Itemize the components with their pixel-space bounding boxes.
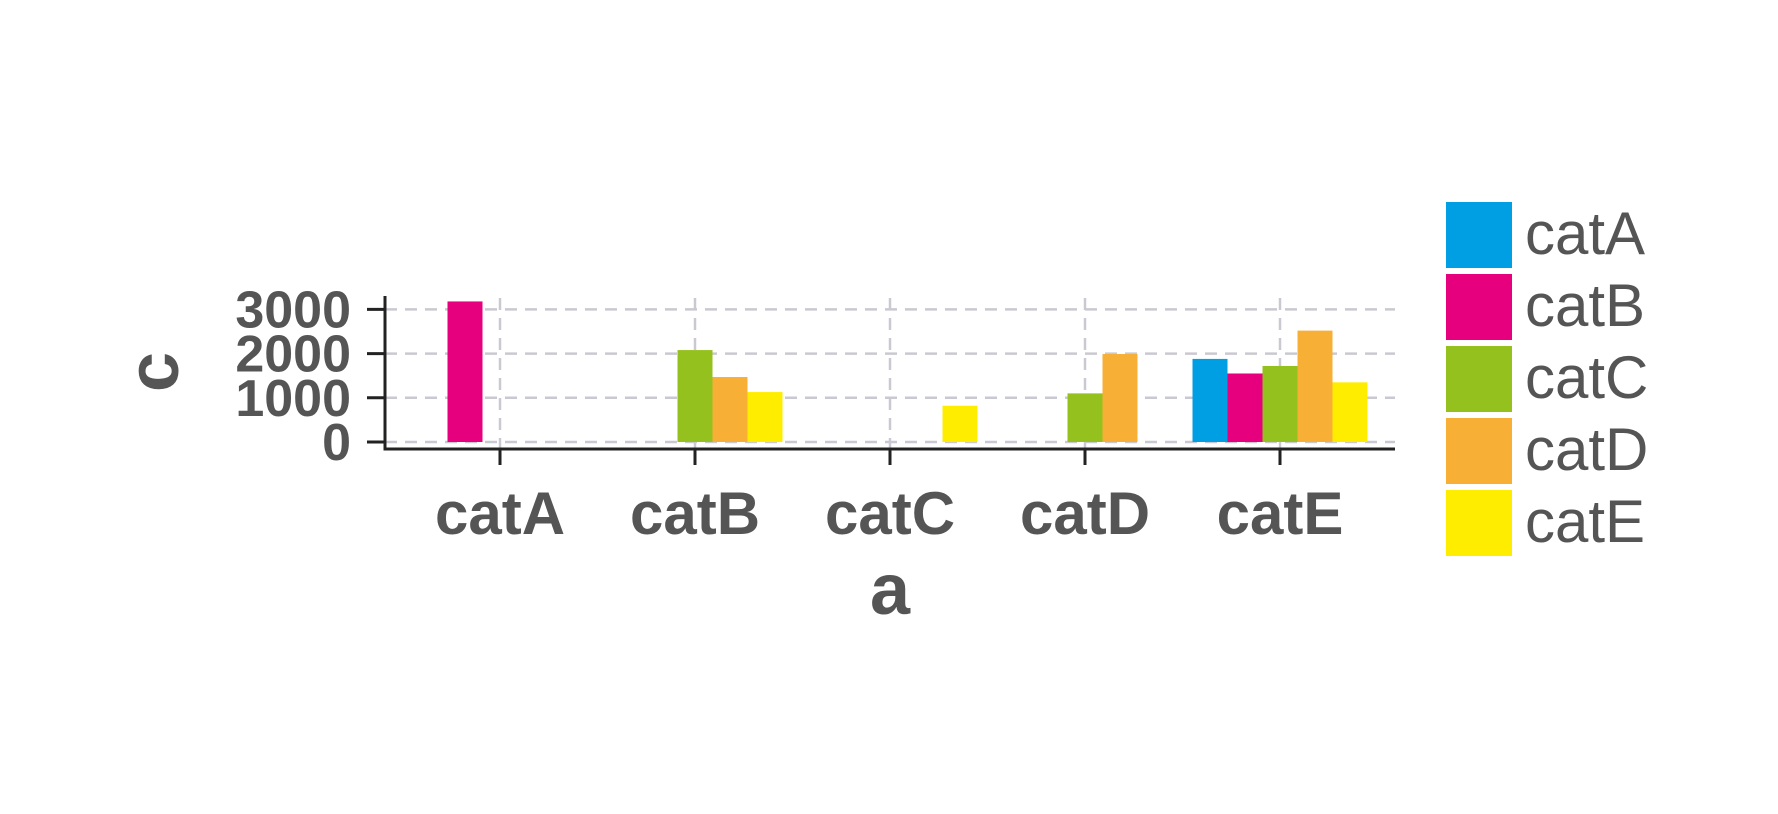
legend-swatch-catA (1446, 202, 1512, 268)
bar-catE-catE (1332, 382, 1368, 442)
y-tick-label: 1000 (235, 370, 351, 428)
y-tick-label: 2000 (235, 326, 351, 384)
bar-catD-catC (1067, 393, 1103, 442)
x-axis-title: a (870, 550, 911, 630)
bars-layer (447, 301, 1368, 442)
legend-label-catC: catC (1525, 344, 1648, 411)
legend-swatch-catE (1446, 490, 1512, 556)
legend-swatch-catD (1446, 418, 1512, 484)
legend-label-catD: catD (1525, 416, 1648, 483)
x-tick-label: catB (630, 480, 760, 547)
x-tick-label: catE (1217, 480, 1344, 547)
bar-catD-catD (1102, 354, 1138, 442)
bar-catB-catE (747, 392, 783, 442)
y-axis-title: c (114, 352, 194, 392)
bar-catB-catD (712, 377, 748, 442)
legend-label-catE: catE (1525, 488, 1645, 555)
bar-catB-catC (677, 350, 713, 442)
legend-label-catB: catB (1525, 272, 1645, 339)
legend-label-catA: catA (1525, 200, 1645, 267)
y-tick-label: 3000 (235, 281, 351, 339)
bar-catC-catE (942, 405, 978, 442)
bar-catE-catC (1262, 365, 1298, 442)
legend-swatch-catC (1446, 346, 1512, 412)
bar-catA-catB (447, 301, 483, 442)
legend-swatch-catB (1446, 274, 1512, 340)
bar-catE-catB (1227, 373, 1263, 442)
x-tick-label: catD (1020, 480, 1150, 547)
bar-catE-catD (1297, 330, 1333, 442)
y-tick-label: 0 (322, 414, 351, 472)
x-tick-label: catC (825, 480, 955, 547)
bar-catE-catA (1192, 358, 1228, 442)
x-tick-label: catA (435, 480, 565, 547)
axes-layer (367, 296, 1395, 465)
